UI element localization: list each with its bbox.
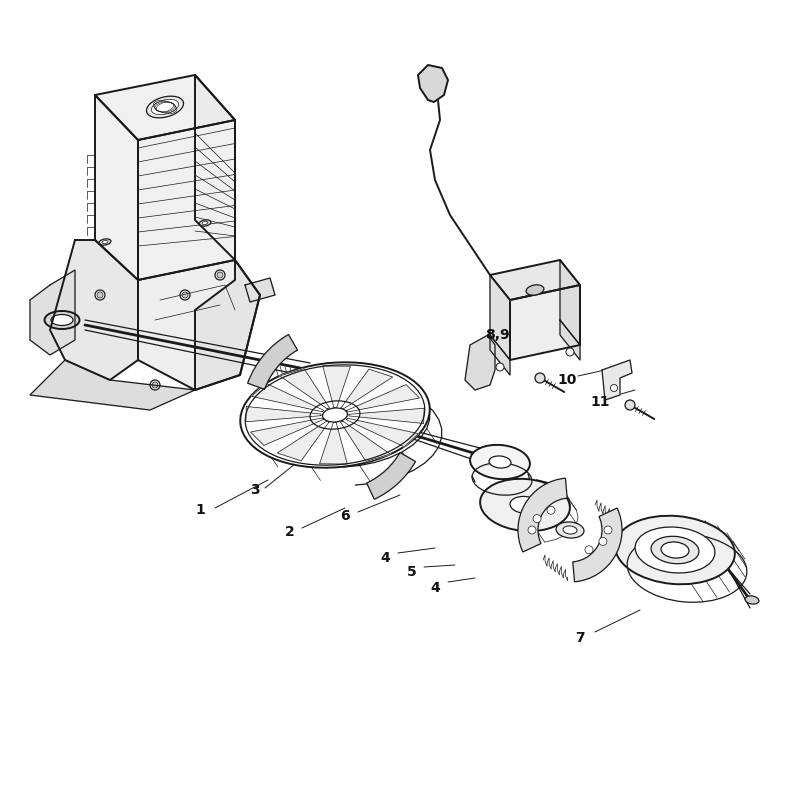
Circle shape bbox=[566, 348, 574, 356]
Polygon shape bbox=[278, 421, 329, 461]
Polygon shape bbox=[346, 385, 419, 412]
Polygon shape bbox=[30, 270, 75, 355]
Ellipse shape bbox=[651, 536, 699, 564]
Polygon shape bbox=[510, 285, 580, 360]
Circle shape bbox=[528, 526, 536, 534]
Circle shape bbox=[180, 290, 190, 300]
Polygon shape bbox=[602, 360, 632, 400]
Text: 3: 3 bbox=[250, 483, 260, 497]
Wedge shape bbox=[518, 478, 567, 552]
Circle shape bbox=[95, 290, 105, 300]
Text: 4: 4 bbox=[380, 551, 390, 565]
Circle shape bbox=[217, 272, 223, 278]
Circle shape bbox=[150, 380, 160, 390]
Ellipse shape bbox=[102, 241, 108, 243]
Ellipse shape bbox=[510, 497, 540, 514]
Polygon shape bbox=[490, 260, 580, 300]
Polygon shape bbox=[252, 383, 324, 412]
Ellipse shape bbox=[745, 596, 759, 604]
Ellipse shape bbox=[556, 522, 584, 538]
Text: 5: 5 bbox=[407, 565, 417, 579]
Circle shape bbox=[610, 385, 618, 391]
Circle shape bbox=[215, 270, 225, 280]
Ellipse shape bbox=[51, 314, 73, 326]
Polygon shape bbox=[490, 275, 510, 360]
Ellipse shape bbox=[99, 239, 111, 245]
Polygon shape bbox=[319, 422, 347, 464]
Circle shape bbox=[599, 538, 607, 546]
Polygon shape bbox=[95, 95, 138, 280]
Circle shape bbox=[496, 363, 504, 371]
Circle shape bbox=[585, 546, 593, 554]
Circle shape bbox=[535, 373, 545, 383]
Wedge shape bbox=[248, 334, 298, 390]
Text: 2: 2 bbox=[285, 525, 295, 539]
Wedge shape bbox=[573, 508, 622, 582]
Text: 11: 11 bbox=[590, 395, 610, 409]
Polygon shape bbox=[138, 260, 260, 390]
Ellipse shape bbox=[322, 408, 347, 422]
Ellipse shape bbox=[146, 96, 183, 118]
Polygon shape bbox=[341, 422, 390, 462]
Polygon shape bbox=[246, 406, 321, 422]
Polygon shape bbox=[465, 335, 495, 390]
Ellipse shape bbox=[470, 445, 530, 479]
Polygon shape bbox=[560, 320, 580, 360]
Polygon shape bbox=[95, 75, 235, 140]
Polygon shape bbox=[560, 260, 580, 345]
Polygon shape bbox=[30, 360, 195, 410]
Ellipse shape bbox=[202, 222, 208, 225]
Circle shape bbox=[625, 400, 635, 410]
Text: 4: 4 bbox=[430, 581, 440, 595]
Text: 6: 6 bbox=[340, 509, 350, 523]
Ellipse shape bbox=[151, 99, 178, 114]
Circle shape bbox=[604, 526, 612, 534]
Polygon shape bbox=[250, 418, 323, 446]
Ellipse shape bbox=[635, 527, 715, 573]
Text: 10: 10 bbox=[558, 373, 577, 387]
Polygon shape bbox=[195, 260, 260, 390]
Polygon shape bbox=[50, 240, 138, 380]
Text: 1: 1 bbox=[195, 503, 205, 517]
Circle shape bbox=[152, 382, 158, 388]
Ellipse shape bbox=[480, 479, 570, 531]
Polygon shape bbox=[138, 120, 235, 280]
Polygon shape bbox=[280, 369, 330, 409]
Ellipse shape bbox=[526, 285, 544, 295]
Polygon shape bbox=[322, 366, 350, 407]
Wedge shape bbox=[366, 453, 415, 499]
Ellipse shape bbox=[199, 220, 211, 226]
Ellipse shape bbox=[661, 542, 689, 558]
Ellipse shape bbox=[45, 311, 79, 329]
Text: 7: 7 bbox=[575, 631, 585, 645]
Ellipse shape bbox=[240, 362, 430, 468]
Circle shape bbox=[533, 514, 541, 522]
Polygon shape bbox=[490, 335, 510, 375]
Ellipse shape bbox=[477, 451, 489, 458]
Polygon shape bbox=[418, 65, 448, 102]
Polygon shape bbox=[341, 369, 393, 409]
Polygon shape bbox=[245, 278, 275, 302]
Ellipse shape bbox=[615, 516, 735, 584]
Polygon shape bbox=[195, 75, 235, 260]
Circle shape bbox=[97, 292, 103, 298]
Circle shape bbox=[547, 506, 555, 514]
Text: 8,9: 8,9 bbox=[485, 328, 510, 342]
Circle shape bbox=[182, 292, 188, 298]
Polygon shape bbox=[349, 408, 424, 423]
Ellipse shape bbox=[489, 456, 511, 468]
Polygon shape bbox=[346, 418, 418, 446]
Ellipse shape bbox=[310, 401, 360, 429]
Ellipse shape bbox=[563, 526, 577, 534]
